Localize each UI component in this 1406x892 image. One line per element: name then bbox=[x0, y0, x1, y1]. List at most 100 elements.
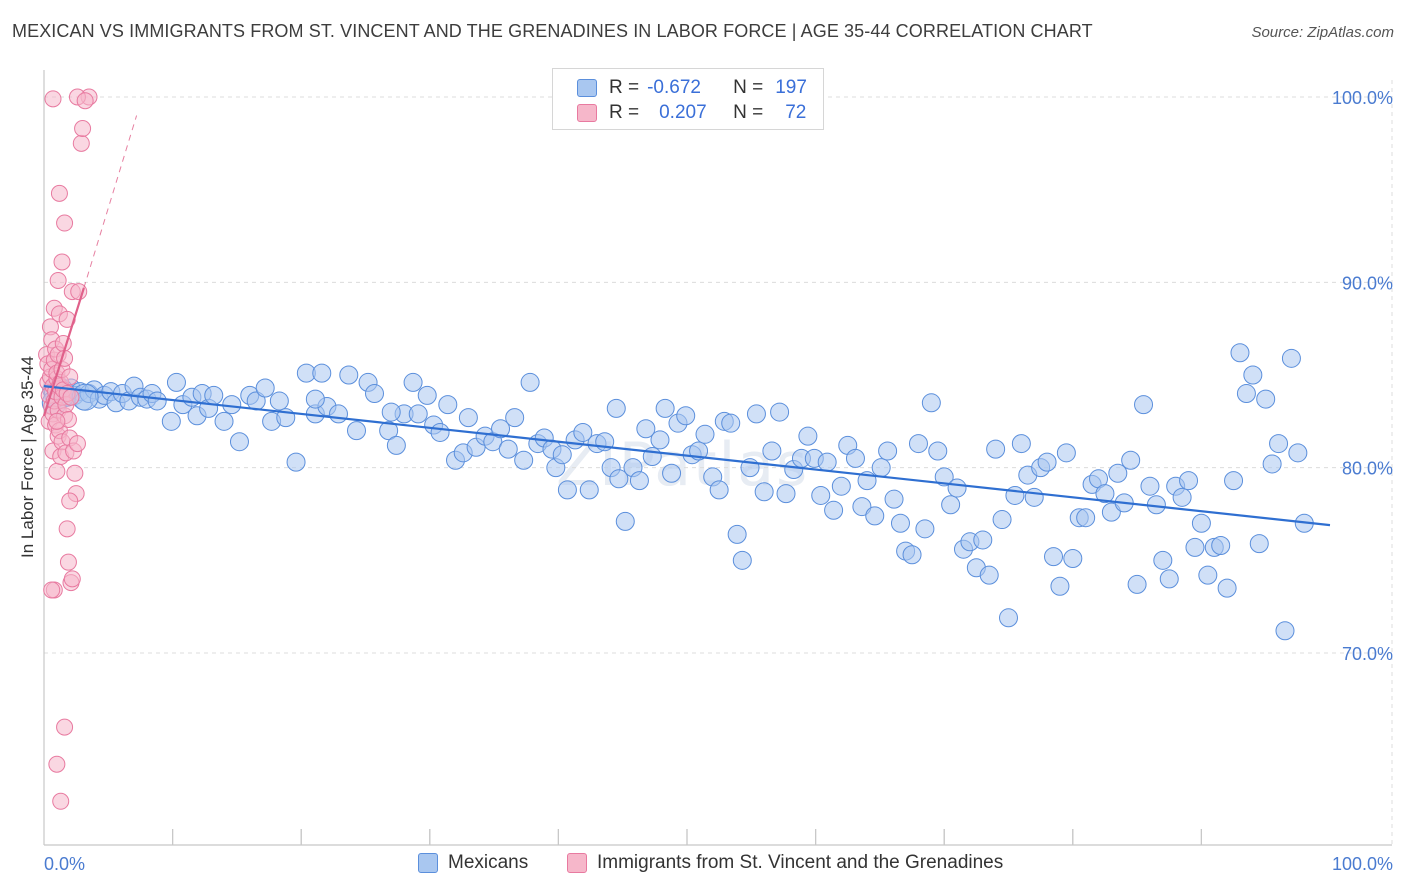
data-point bbox=[379, 421, 399, 441]
data-point bbox=[1249, 534, 1269, 554]
svg-immigrants-points bbox=[38, 88, 98, 810]
r-label: R = bbox=[609, 102, 640, 123]
data-point bbox=[655, 398, 675, 418]
data-point bbox=[1217, 578, 1237, 598]
data-point bbox=[1140, 476, 1160, 496]
data-point bbox=[48, 462, 66, 480]
data-point bbox=[62, 388, 80, 406]
data-point bbox=[59, 553, 77, 571]
data-point bbox=[1236, 384, 1256, 404]
data-point bbox=[147, 391, 167, 411]
data-point bbox=[438, 395, 458, 415]
x-tick-label: 100.0% bbox=[1332, 854, 1393, 874]
n-value: 197 bbox=[775, 77, 807, 98]
data-point bbox=[721, 413, 741, 433]
data-point bbox=[1121, 450, 1141, 470]
data-point bbox=[973, 530, 993, 550]
data-point bbox=[458, 408, 478, 428]
data-point bbox=[53, 253, 71, 271]
data-point bbox=[491, 419, 511, 439]
tick-labels: 70.0% 80.0% 90.0% 100.0% 0.0% 100.0% bbox=[44, 88, 1393, 874]
data-point bbox=[1024, 487, 1044, 507]
data-point bbox=[1011, 434, 1031, 454]
data-point bbox=[1044, 547, 1064, 567]
data-point bbox=[908, 434, 928, 454]
data-point bbox=[865, 506, 885, 526]
data-point bbox=[890, 513, 910, 533]
data-point bbox=[328, 404, 348, 424]
data-point bbox=[902, 545, 922, 565]
r-value: -0.672 bbox=[647, 77, 701, 98]
r-value: 0.207 bbox=[659, 102, 707, 123]
data-point bbox=[1127, 574, 1147, 594]
data-point bbox=[557, 480, 577, 500]
data-point bbox=[606, 398, 626, 418]
mexicans-trend-line bbox=[43, 385, 1331, 527]
data-point bbox=[934, 467, 954, 487]
axes bbox=[43, 70, 1392, 846]
legend-row-svg-immigrants: R = 0.207 N = 72 bbox=[577, 101, 806, 125]
data-point bbox=[1134, 395, 1154, 415]
data-point bbox=[629, 471, 649, 491]
data-point bbox=[999, 608, 1018, 628]
svg-immigrants-trend-line bbox=[42, 287, 85, 417]
data-point bbox=[365, 384, 385, 404]
y-tick-label: 90.0% bbox=[1342, 273, 1393, 293]
data-point bbox=[615, 511, 635, 531]
data-point bbox=[44, 90, 62, 108]
data-point bbox=[52, 792, 70, 810]
data-point bbox=[505, 408, 525, 428]
data-point bbox=[579, 480, 599, 500]
legend-label-mexicans: Mexicans bbox=[448, 852, 529, 873]
data-point bbox=[70, 283, 88, 301]
data-point bbox=[817, 452, 837, 472]
data-point bbox=[871, 458, 891, 478]
data-point bbox=[255, 378, 275, 398]
data-point bbox=[305, 389, 325, 409]
data-point bbox=[1005, 485, 1025, 505]
y-tick-label: 100.0% bbox=[1332, 88, 1393, 108]
data-point bbox=[1191, 513, 1211, 533]
data-point bbox=[1275, 621, 1295, 641]
data-point bbox=[408, 404, 428, 424]
data-point bbox=[43, 581, 61, 599]
data-point bbox=[1050, 576, 1070, 596]
data-point bbox=[1095, 484, 1115, 504]
data-point bbox=[986, 439, 1006, 459]
data-point bbox=[1224, 471, 1244, 491]
data-point bbox=[727, 524, 747, 544]
data-point bbox=[1063, 548, 1083, 568]
data-point bbox=[941, 495, 961, 515]
data-point bbox=[1172, 487, 1192, 507]
data-point bbox=[346, 421, 366, 441]
n-label: N = bbox=[733, 102, 764, 123]
data-point bbox=[214, 411, 234, 431]
data-point bbox=[746, 404, 766, 424]
data-point bbox=[1159, 569, 1179, 589]
data-point bbox=[573, 422, 593, 442]
data-point bbox=[1198, 565, 1218, 585]
data-point bbox=[676, 406, 696, 426]
data-point bbox=[514, 450, 534, 470]
data-point bbox=[1230, 343, 1250, 363]
data-point bbox=[762, 441, 782, 461]
data-point bbox=[1101, 502, 1121, 522]
data-point bbox=[381, 402, 401, 422]
data-point bbox=[269, 391, 289, 411]
data-point bbox=[754, 482, 774, 502]
data-point bbox=[56, 214, 74, 232]
data-point bbox=[770, 402, 790, 422]
data-point bbox=[811, 485, 831, 505]
data-point bbox=[48, 412, 66, 430]
n-value: 72 bbox=[785, 102, 807, 123]
data-point bbox=[339, 365, 359, 385]
data-point bbox=[1269, 434, 1289, 454]
legend-row-mexicans: R = -0.672 N = 197 bbox=[577, 76, 807, 100]
data-point bbox=[166, 372, 186, 392]
pink-swatch bbox=[567, 853, 587, 873]
data-point bbox=[884, 489, 904, 509]
source-label: Source: ZipAtlas.com bbox=[1251, 24, 1394, 41]
data-point bbox=[72, 134, 90, 152]
data-point bbox=[61, 492, 79, 510]
data-point bbox=[732, 550, 752, 570]
